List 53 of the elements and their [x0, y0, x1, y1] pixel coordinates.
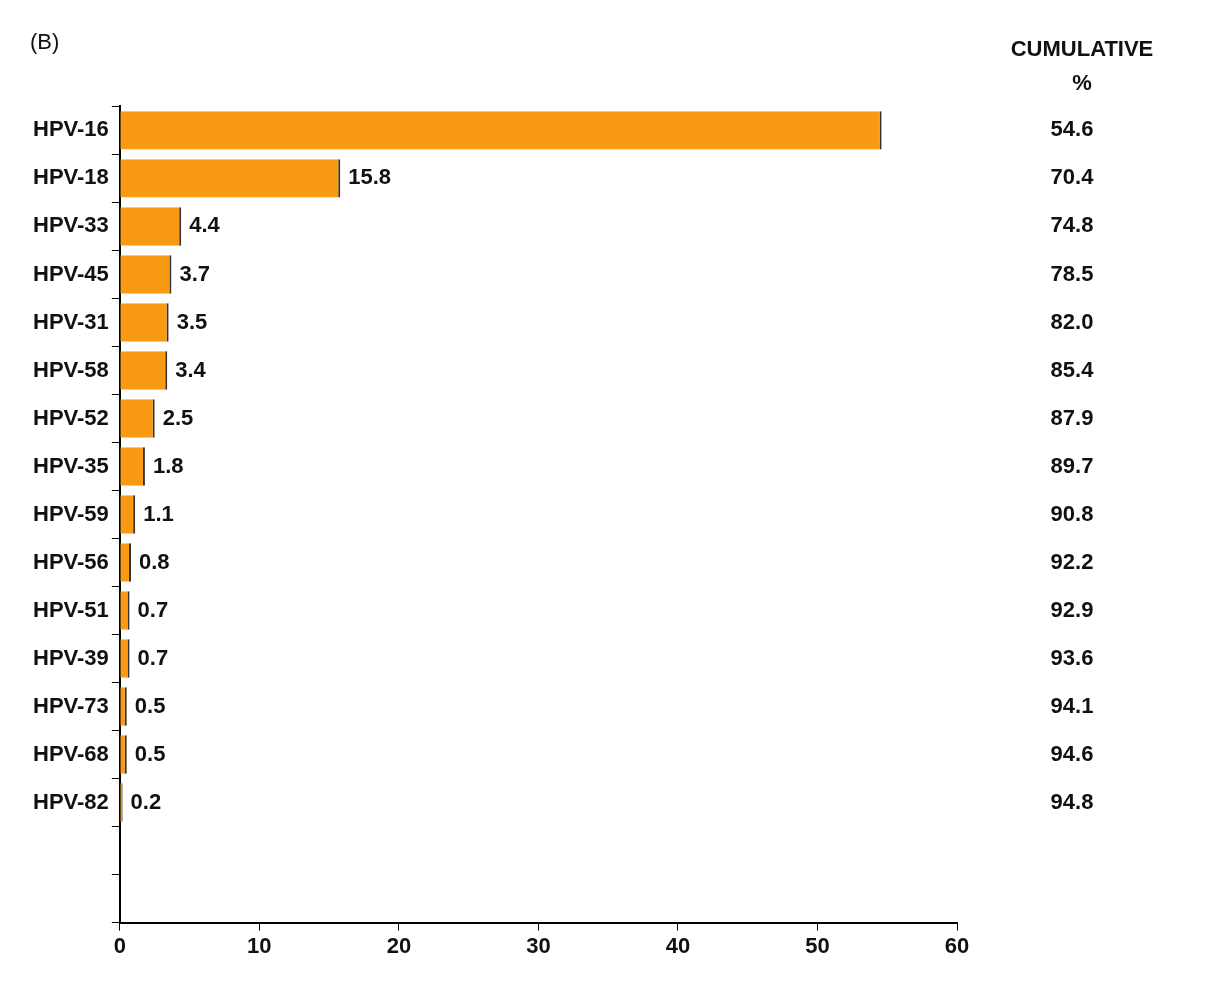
text: 85.4: [1050, 356, 1095, 382]
data-label: 3.7: [179, 260, 211, 286]
y-tick-label: HPV-51: [32, 596, 109, 622]
data-label: 1.8: [152, 452, 184, 478]
y-tick-label: HPV-31: [32, 308, 109, 334]
y-tick-label: HPV-52: [32, 404, 109, 430]
x-tick-label: 20: [386, 932, 412, 958]
text: 92.2: [1050, 548, 1094, 574]
text: 74.8: [1050, 212, 1094, 238]
text: CUMULATIVE %: [1010, 36, 1154, 96]
data-label: 3.4: [175, 356, 207, 382]
y-tick-label: HPV-35: [32, 452, 109, 478]
text: 92.9: [1050, 596, 1094, 622]
data-label: 15.8: [348, 164, 392, 190]
data-label: 3.5: [176, 308, 208, 334]
x-tick-label: 10: [247, 932, 272, 958]
text: 87.9: [1050, 404, 1094, 430]
data-label: 1.1: [143, 500, 174, 526]
text: 94.8: [1050, 788, 1094, 814]
chart-title: (B): [30, 29, 60, 55]
y-tick-label: HPV-59: [32, 500, 109, 526]
y-tick-label: HPV-73: [32, 692, 109, 718]
data-label: 0.7: [137, 644, 169, 670]
text: 70.4: [1050, 164, 1095, 190]
data-label: 0.2: [130, 788, 162, 814]
data-label: 2.5: [162, 404, 194, 430]
y-tick-label: HPV-56: [32, 548, 109, 574]
data-label: 4.4: [189, 212, 221, 238]
x-tick-label: 60: [944, 932, 970, 958]
text: 94.6: [1050, 740, 1094, 766]
x-tick-label: 30: [526, 932, 551, 958]
text: 54.6: [1050, 116, 1094, 142]
y-tick-label: HPV-16: [32, 116, 109, 142]
x-tick-label: 40: [665, 932, 691, 958]
text: 78.5: [1050, 260, 1094, 286]
data-label: 0.7: [137, 596, 169, 622]
data-label: 0.8: [138, 548, 170, 574]
y-tick-label: HPV-45: [32, 260, 109, 286]
x-tick-label: 0: [113, 932, 126, 958]
text: 94.1: [1050, 692, 1094, 718]
text: 90.8: [1050, 500, 1094, 526]
text: 82.0: [1050, 308, 1094, 334]
y-tick-label: HPV-18: [32, 164, 109, 190]
y-tick-label: HPV-82: [32, 788, 109, 814]
y-tick-label: HPV-33: [32, 212, 109, 238]
data-label: 0.5: [134, 740, 166, 766]
x-tick-label: 50: [805, 932, 830, 958]
y-tick-label: HPV-58: [32, 356, 109, 382]
y-tick-label: HPV-39: [32, 644, 109, 670]
text: 93.6: [1050, 644, 1094, 670]
text: 89.7: [1050, 452, 1094, 478]
y-tick-label: HPV-68: [32, 740, 109, 766]
data-label: 0.5: [134, 692, 166, 718]
